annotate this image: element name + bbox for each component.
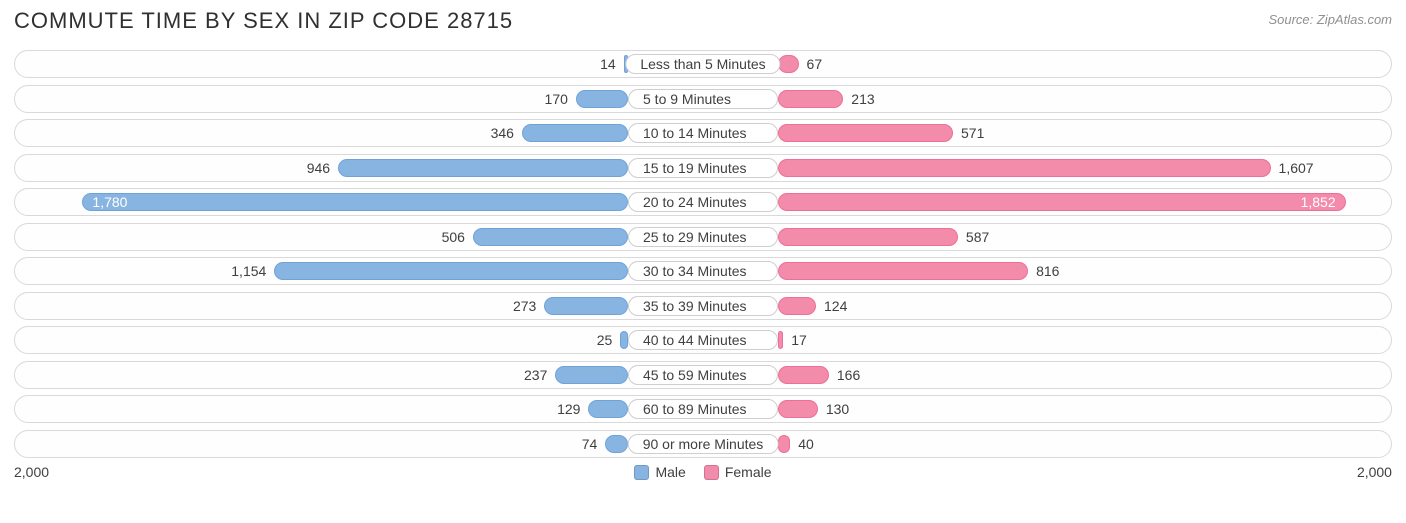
bar-female (778, 90, 843, 108)
category-pill: 30 to 34 Minutes (628, 261, 778, 281)
value-label-female: 587 (958, 224, 1391, 250)
legend-swatch-female (704, 465, 719, 480)
value-label-female: 1,607 (1271, 155, 1391, 181)
value-label-male: 14 (15, 51, 624, 77)
bar-female (778, 159, 1271, 177)
category-pill: 20 to 24 Minutes (628, 192, 778, 212)
category-pill: 5 to 9 Minutes (628, 89, 778, 109)
value-label-female: 67 (799, 51, 1391, 77)
legend-label-female: Female (725, 464, 772, 480)
chart-row: 346 571 10 to 14 Minutes (14, 119, 1392, 147)
legend: Male Female (634, 464, 771, 480)
bar-female (778, 193, 1346, 211)
value-label-female: 213 (843, 86, 1391, 112)
chart-container: COMMUTE TIME BY SEX IN ZIP CODE 28715 So… (0, 0, 1406, 523)
chart-row: 506 587 25 to 29 Minutes (14, 223, 1392, 251)
value-label-male: 1,154 (15, 258, 274, 284)
legend-item-female: Female (704, 464, 772, 480)
value-label-male: 170 (15, 86, 576, 112)
legend-swatch-male (634, 465, 649, 480)
axis-max-left: 2,000 (14, 464, 49, 480)
category-pill: 25 to 29 Minutes (628, 227, 778, 247)
category-pill: 15 to 19 Minutes (628, 158, 778, 178)
chart-footer: 2,000 Male Female 2,000 (14, 464, 1392, 480)
value-label-female: 17 (783, 327, 1391, 353)
bar-female (778, 297, 816, 315)
chart-rows: 14 67 Less than 5 Minutes 170 213 5 to 9 Minu… (14, 50, 1392, 458)
chart-row: 946 1,607 15 to 19 Minutes (14, 154, 1392, 182)
value-label-male: 1,780 (82, 189, 127, 215)
value-label-male: 506 (15, 224, 473, 250)
legend-label-male: Male (655, 464, 685, 480)
legend-item-male: Male (634, 464, 685, 480)
value-label-female: 166 (829, 362, 1391, 388)
category-pill: 35 to 39 Minutes (628, 296, 778, 316)
chart-row: 273 124 35 to 39 Minutes (14, 292, 1392, 320)
bar-male (605, 435, 628, 453)
chart-header: COMMUTE TIME BY SEX IN ZIP CODE 28715 So… (14, 8, 1392, 44)
chart-row: 170 213 5 to 9 Minutes (14, 85, 1392, 113)
chart-row: 237 166 45 to 59 Minutes (14, 361, 1392, 389)
value-label-male: 237 (15, 362, 555, 388)
bar-female (778, 124, 953, 142)
value-label-female: 130 (818, 396, 1391, 422)
value-label-male: 946 (15, 155, 338, 181)
bar-male (620, 331, 628, 349)
chart-source: Source: ZipAtlas.com (1268, 8, 1392, 27)
axis-max-right: 2,000 (1357, 464, 1392, 480)
bar-male (544, 297, 628, 315)
bar-female (778, 366, 829, 384)
bar-male (555, 366, 628, 384)
value-label-female: 571 (953, 120, 1391, 146)
category-pill: Less than 5 Minutes (625, 54, 780, 74)
chart-row: 129 130 60 to 89 Minutes (14, 395, 1392, 423)
value-label-female: 816 (1028, 258, 1391, 284)
value-label-male: 25 (15, 327, 620, 353)
bar-male (338, 159, 628, 177)
value-label-female: 124 (816, 293, 1391, 319)
value-label-male: 273 (15, 293, 544, 319)
bar-female (778, 400, 818, 418)
bar-female (778, 435, 790, 453)
bar-female (778, 262, 1028, 280)
category-pill: 90 or more Minutes (628, 434, 779, 454)
value-label-female: 1,852 (1301, 189, 1346, 215)
bar-female (778, 228, 958, 246)
bar-male (522, 124, 628, 142)
value-label-female: 40 (790, 431, 1391, 457)
chart-row: 14 67 Less than 5 Minutes (14, 50, 1392, 78)
chart-row: 74 40 90 or more Minutes (14, 430, 1392, 458)
category-pill: 10 to 14 Minutes (628, 123, 778, 143)
value-label-male: 129 (15, 396, 588, 422)
chart-row: 1,154 816 30 to 34 Minutes (14, 257, 1392, 285)
bar-male (576, 90, 628, 108)
category-pill: 40 to 44 Minutes (628, 330, 778, 350)
bar-male (588, 400, 628, 418)
category-pill: 45 to 59 Minutes (628, 365, 778, 385)
value-label-male: 346 (15, 120, 522, 146)
value-label-male: 74 (15, 431, 605, 457)
bar-male (82, 193, 628, 211)
chart-row: 1,780 1,852 20 to 24 Minutes (14, 188, 1392, 216)
bar-male (274, 262, 628, 280)
category-pill: 60 to 89 Minutes (628, 399, 778, 419)
bar-female (778, 55, 799, 73)
chart-row: 25 1740 to 44 Minutes (14, 326, 1392, 354)
chart-title: COMMUTE TIME BY SEX IN ZIP CODE 28715 (14, 8, 513, 34)
bar-male (473, 228, 628, 246)
